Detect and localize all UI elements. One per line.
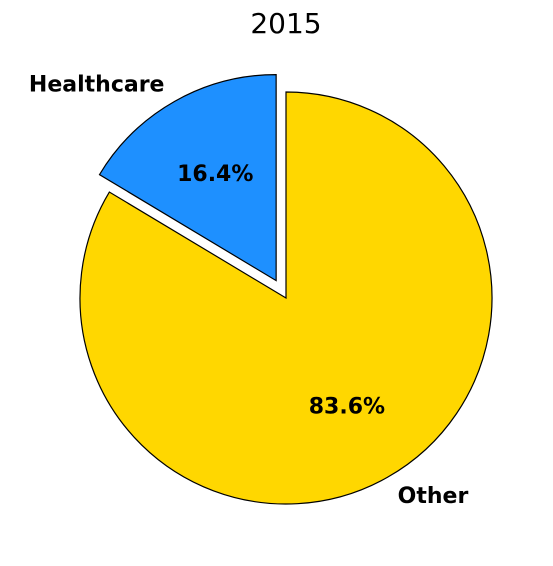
- slice-percent-healthcare: 16.4%: [177, 162, 253, 187]
- chart-title: 2015: [250, 7, 321, 40]
- pie-slice-other: [79, 91, 493, 505]
- slice-label-other: Other: [398, 484, 469, 509]
- pie-slice-healthcare: [98, 73, 277, 282]
- pie-slices: [79, 73, 493, 505]
- slice-label-healthcare: Healthcare: [29, 72, 165, 97]
- pie-labels: Healthcare 16.4% Other 83.6%: [29, 72, 469, 509]
- slice-percent-other: 83.6%: [309, 395, 385, 420]
